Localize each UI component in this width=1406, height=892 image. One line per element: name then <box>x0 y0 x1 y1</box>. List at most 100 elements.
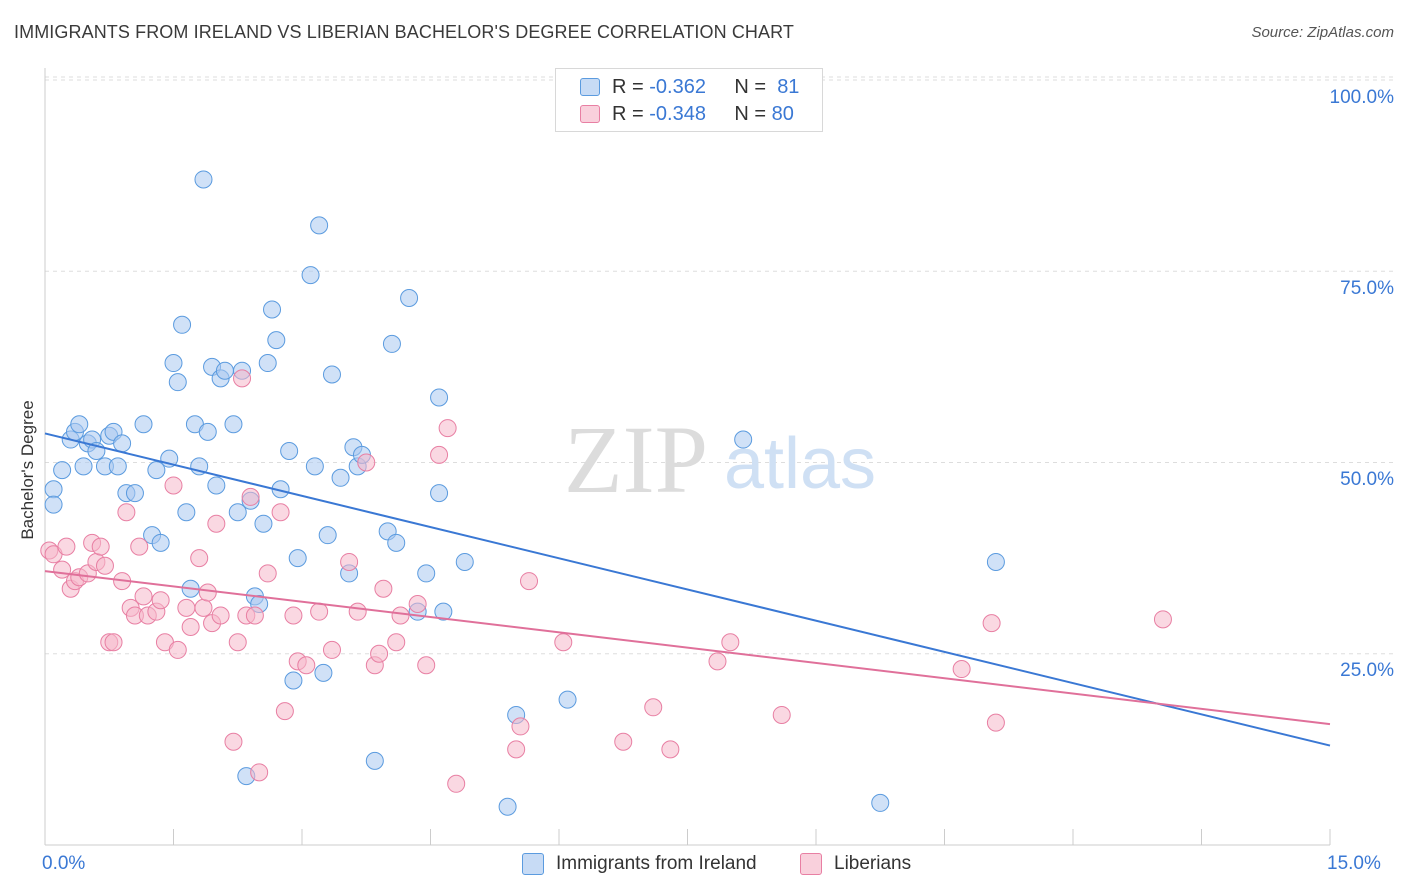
ireland-point <box>280 442 299 461</box>
ireland-point <box>53 461 72 480</box>
ireland-point <box>288 549 307 568</box>
ireland-point <box>430 388 449 407</box>
y-tick-25: 25.0% <box>1340 660 1394 681</box>
ireland-point <box>871 793 890 812</box>
ireland-point <box>125 484 144 503</box>
ireland-point <box>318 526 337 545</box>
liberian-point <box>250 763 269 782</box>
liberian-point <box>374 579 393 598</box>
ireland-point <box>365 751 384 770</box>
liberian-point <box>57 537 76 556</box>
ireland-point <box>113 434 132 453</box>
ireland-point <box>215 361 234 380</box>
watermark-zip: ZIP <box>564 406 708 513</box>
ireland-point <box>434 602 453 621</box>
liberian-point <box>1153 610 1172 629</box>
liberian-point <box>370 644 389 663</box>
liberian-point <box>245 606 264 625</box>
liberian-point <box>168 640 187 659</box>
ireland-point <box>498 797 517 816</box>
liberian-point <box>284 606 303 625</box>
liberian-point <box>438 419 457 438</box>
liberian-point <box>177 598 196 617</box>
liberian-point <box>275 702 294 721</box>
ireland-point <box>430 484 449 503</box>
legend-swatch-ireland <box>580 78 600 96</box>
bottom-legend-swatch-liberians <box>800 853 822 875</box>
legend-r-label: R = <box>612 75 644 98</box>
legend-n-label: N = <box>734 102 767 125</box>
ireland-point <box>417 564 436 583</box>
liberian-point <box>614 732 633 751</box>
liberian-point <box>271 503 290 522</box>
liberian-point <box>181 617 200 636</box>
ireland-point <box>331 468 350 487</box>
y-axis-label: Bachelor's Degree <box>18 400 37 540</box>
ireland-point <box>382 334 401 353</box>
y-tick-50: 50.0% <box>1340 469 1394 490</box>
legend-r-value-liberians: -0.348 <box>649 102 706 125</box>
liberian-point <box>233 369 252 388</box>
liberian-point <box>190 549 209 568</box>
ireland-point <box>400 289 419 308</box>
ireland-point <box>173 315 192 334</box>
ireland-point <box>284 671 303 690</box>
liberian-point <box>982 614 1001 633</box>
ireland-point <box>305 457 324 476</box>
legend-row-liberians: R = -0.348 N = 80 <box>580 101 794 127</box>
ireland-point <box>177 503 196 522</box>
legend-r-label: R = <box>612 102 644 125</box>
ireland-point <box>44 480 63 499</box>
liberian-point <box>644 698 663 717</box>
legend-swatch-liberians <box>580 105 600 123</box>
liberian-point <box>228 633 247 652</box>
liberian-point <box>772 705 791 724</box>
ireland-point <box>267 331 286 350</box>
y-tick-75: 75.0% <box>1340 278 1394 299</box>
liberian-point <box>211 606 230 625</box>
ireland-point <box>74 457 93 476</box>
ireland-point <box>387 533 406 552</box>
liberian-point <box>357 453 376 472</box>
liberian-point <box>408 595 427 614</box>
ireland-point <box>322 365 341 384</box>
ireland-point <box>70 415 89 434</box>
liberian-point <box>952 660 971 679</box>
ireland-point <box>151 533 170 552</box>
liberian-point <box>224 732 243 751</box>
liberian-point <box>91 537 110 556</box>
data-points <box>40 170 1172 816</box>
trend-lines <box>44 432 1331 747</box>
legend-n-value-liberians: 80 <box>771 102 794 125</box>
legend-n-value-ireland: 81 <box>777 75 800 98</box>
ireland-point <box>147 461 166 480</box>
x-tick-min: 0.0% <box>42 853 86 874</box>
liberian-point <box>198 583 217 602</box>
liberian-point <box>130 537 149 556</box>
ireland-point <box>194 170 213 189</box>
bottom-legend-swatch-ireland <box>522 853 544 875</box>
liberian-point <box>430 445 449 464</box>
liberian-point <box>387 633 406 652</box>
ireland-point <box>986 552 1005 571</box>
ireland-point <box>258 354 277 373</box>
liberian-point <box>340 552 359 571</box>
liberian-point <box>417 656 436 675</box>
ireland-point <box>168 373 187 392</box>
legend-n-label: N = <box>734 75 767 98</box>
ireland-trend-line <box>44 432 1331 747</box>
bottom-legend-label-liberians: Liberians <box>834 853 912 874</box>
ireland-point <box>228 503 247 522</box>
bottom-legend-ireland: Immigrants from Ireland <box>522 851 757 877</box>
liberian-trend-line <box>44 570 1331 726</box>
liberian-point <box>986 713 1005 732</box>
liberian-point <box>151 591 170 610</box>
ireland-point <box>207 476 226 495</box>
liberian-point <box>117 503 136 522</box>
liberian-point <box>258 564 277 583</box>
liberian-point <box>310 602 329 621</box>
ireland-point <box>108 457 127 476</box>
ireland-point <box>224 415 243 434</box>
liberian-point <box>95 556 114 575</box>
